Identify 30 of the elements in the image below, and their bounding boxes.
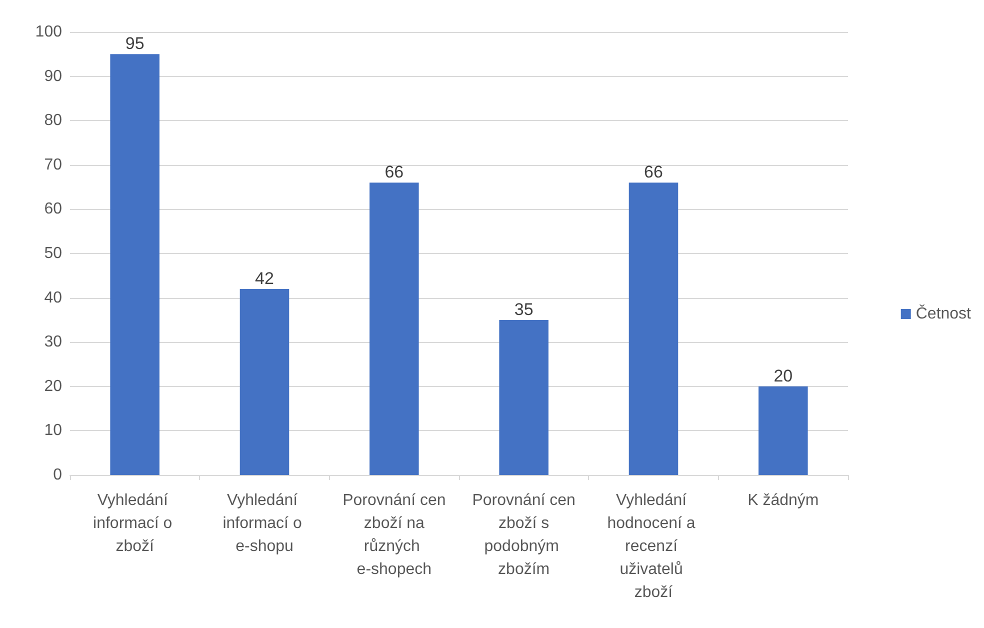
bar xyxy=(628,182,678,475)
x-tick-label: Porovnání cen zboží na různých e-shopech xyxy=(342,492,446,578)
data-label: 66 xyxy=(644,162,663,182)
data-label: 20 xyxy=(774,366,793,386)
y-tick-label: 60 xyxy=(44,200,62,218)
data-label: 95 xyxy=(125,34,144,54)
y-tick-label: 10 xyxy=(44,422,62,440)
y-tick-label: 40 xyxy=(44,289,62,306)
y-tick-label: 30 xyxy=(44,334,62,351)
bar xyxy=(499,320,548,475)
data-label: 42 xyxy=(255,268,274,288)
y-tick-label: 90 xyxy=(44,68,62,85)
bar xyxy=(370,182,419,475)
x-tick-label: Vyhledání informací o e-shopu xyxy=(222,492,306,555)
legend-label: Četnost xyxy=(916,304,972,322)
data-label: 35 xyxy=(514,300,534,319)
bar xyxy=(240,288,290,475)
y-tick-label: 70 xyxy=(44,156,62,174)
x-tick-label: Vyhledání hodnocení a recenzí uživatelů zboží xyxy=(607,492,700,601)
x-tick-label: Porovnání cen zboží s podobným zbožím xyxy=(472,492,576,578)
bar xyxy=(110,54,160,475)
data-label: 66 xyxy=(384,162,404,182)
x-tick-label: Vyhledání informací o zboží xyxy=(93,492,177,555)
y-tick-label: 50 xyxy=(44,245,62,262)
y-tick-label: 0 xyxy=(53,466,62,484)
y-tick-label: 80 xyxy=(44,112,62,130)
x-tick-label: K žádným xyxy=(748,492,819,509)
bar xyxy=(758,386,808,475)
y-tick-label: 100 xyxy=(35,24,62,40)
y-tick-label: 20 xyxy=(44,378,62,395)
